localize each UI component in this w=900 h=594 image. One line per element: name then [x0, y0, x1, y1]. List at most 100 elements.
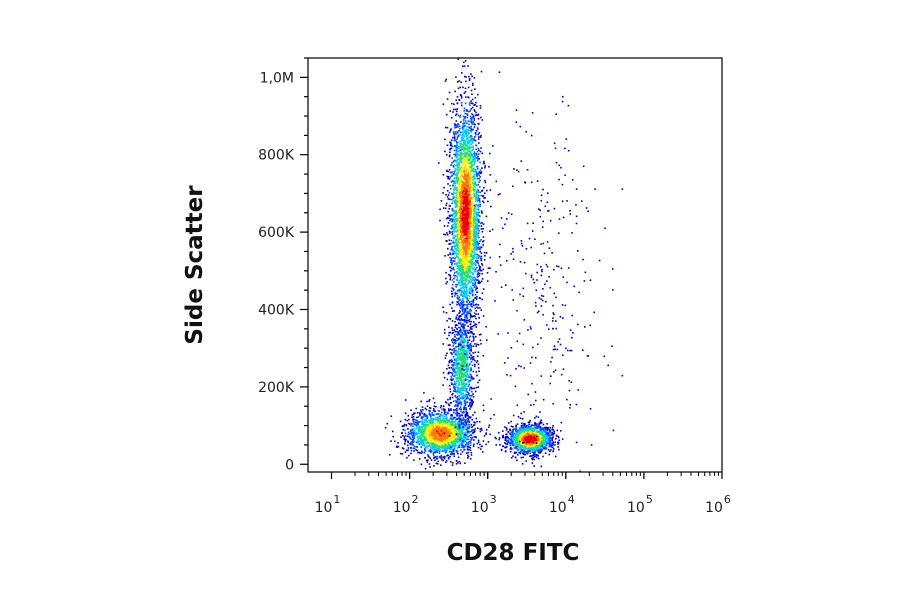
data-point — [465, 401, 467, 404]
data-point — [465, 412, 468, 414]
data-point — [514, 443, 517, 445]
data-point — [419, 440, 421, 443]
data-point — [463, 408, 465, 410]
data-point — [420, 431, 422, 434]
data-point — [435, 439, 437, 441]
data-point — [412, 434, 415, 436]
data-point — [454, 357, 456, 360]
data-point — [454, 430, 457, 432]
data-point — [420, 452, 423, 454]
data-point — [518, 436, 521, 439]
data-point — [478, 421, 481, 423]
data-point — [557, 446, 559, 448]
data-point — [415, 426, 418, 428]
data-point — [507, 437, 509, 439]
data-point — [452, 462, 454, 464]
data-point — [449, 451, 451, 453]
data-point — [522, 446, 524, 449]
data-point — [460, 408, 463, 410]
data-point — [455, 438, 457, 440]
data-point — [438, 436, 441, 438]
data-point — [443, 435, 446, 438]
data-point — [509, 444, 511, 446]
data-point — [534, 446, 536, 449]
data-point — [461, 375, 463, 378]
data-point — [455, 76, 457, 78]
data-point — [469, 397, 472, 400]
data-point — [456, 380, 458, 383]
data-point — [433, 405, 436, 408]
data-point — [471, 357, 474, 360]
data-point — [445, 450, 448, 453]
data-point — [455, 361, 457, 364]
data-point — [542, 428, 545, 431]
data-point — [449, 425, 451, 428]
data-point — [428, 442, 430, 445]
data-point — [447, 444, 450, 446]
data-point — [529, 442, 531, 445]
data-point — [419, 413, 421, 415]
data-point — [479, 339, 482, 341]
data-point — [458, 402, 461, 405]
data-point — [557, 443, 559, 445]
data-point — [461, 135, 464, 137]
data-point — [427, 425, 430, 427]
data-point — [549, 450, 551, 453]
data-point — [513, 447, 516, 449]
data-point — [468, 389, 471, 391]
data-point — [547, 440, 550, 442]
data-point — [437, 448, 439, 450]
data-point — [456, 398, 459, 401]
data-point — [473, 358, 475, 360]
data-point — [448, 408, 450, 410]
data-point — [455, 377, 457, 379]
data-point — [467, 374, 470, 376]
data-point — [541, 440, 544, 442]
data-point — [430, 428, 432, 430]
data-point — [452, 443, 455, 446]
data-point — [459, 348, 462, 351]
data-point — [516, 445, 519, 448]
data-point — [428, 420, 431, 423]
data-point — [425, 442, 428, 445]
data-point — [449, 441, 451, 443]
data-point — [425, 435, 427, 437]
data-point — [476, 114, 478, 116]
data-point — [461, 382, 463, 384]
data-point — [422, 430, 425, 432]
data-point — [517, 430, 519, 433]
data-point — [416, 446, 419, 448]
data-point — [455, 359, 458, 361]
data-point — [479, 161, 481, 164]
data-point — [412, 447, 414, 449]
data-point — [460, 432, 463, 435]
data-point — [536, 447, 539, 450]
data-point — [463, 379, 466, 381]
data-point — [463, 365, 465, 368]
data-point — [542, 441, 545, 443]
data-point — [471, 402, 473, 405]
data-point — [526, 443, 529, 445]
data-point — [538, 436, 541, 438]
data-point — [437, 442, 439, 444]
data-point — [462, 351, 465, 354]
data-point — [520, 441, 522, 443]
data-point — [460, 383, 463, 386]
data-point — [438, 444, 441, 447]
data-point — [450, 461, 452, 463]
data-point — [506, 445, 508, 448]
data-point — [476, 420, 478, 423]
data-point — [532, 449, 535, 451]
data-point — [439, 430, 441, 432]
data-point — [452, 240, 455, 242]
data-point — [396, 446, 398, 448]
data-point — [461, 351, 464, 353]
data-point — [429, 436, 432, 439]
data-point — [513, 438, 516, 441]
data-point — [561, 438, 564, 440]
data-point — [469, 143, 471, 145]
data-point — [463, 341, 465, 344]
data-point — [512, 426, 514, 428]
data-point — [508, 422, 510, 424]
data-point — [446, 445, 448, 448]
